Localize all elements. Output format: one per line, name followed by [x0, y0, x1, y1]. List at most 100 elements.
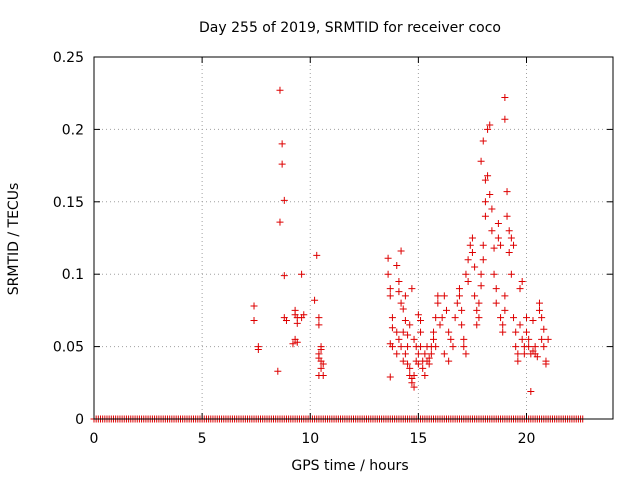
data-point	[497, 314, 505, 322]
data-point	[280, 196, 288, 204]
data-point	[473, 306, 481, 314]
data-point	[512, 328, 520, 336]
data-point	[464, 277, 472, 285]
y-tick-label: 0	[75, 412, 84, 428]
data-point	[282, 317, 290, 325]
data-point	[311, 296, 319, 304]
data-point	[527, 387, 535, 395]
data-point	[481, 212, 489, 220]
data-point	[523, 314, 530, 322]
data-point	[276, 218, 284, 226]
data-point	[421, 372, 429, 380]
data-point	[462, 350, 470, 358]
data-point	[388, 314, 396, 322]
data-point	[514, 350, 522, 358]
data-point	[298, 314, 306, 322]
data-point	[544, 335, 552, 343]
data-point	[477, 282, 485, 290]
data-point	[540, 343, 548, 351]
data-point	[458, 321, 466, 329]
data-point	[451, 314, 459, 322]
data-point	[538, 314, 546, 322]
data-point	[430, 335, 438, 343]
data-point	[473, 321, 481, 329]
data-point	[399, 305, 407, 313]
data-point	[393, 350, 401, 358]
data-point	[278, 140, 286, 148]
grid-lines	[94, 57, 613, 419]
data-point	[468, 248, 476, 256]
data-point	[490, 270, 498, 278]
data-point	[404, 360, 412, 368]
data-point	[494, 234, 502, 242]
data-point	[453, 299, 461, 307]
data-point	[520, 350, 528, 358]
data-point	[401, 317, 409, 325]
data-point	[497, 241, 505, 249]
data-point	[417, 328, 425, 336]
data-point	[399, 357, 407, 365]
x-tick-label: 10	[301, 431, 319, 447]
data-point	[475, 314, 483, 322]
data-point	[481, 176, 489, 184]
data-point	[507, 270, 515, 278]
data-point	[410, 372, 418, 380]
data-point	[501, 306, 509, 314]
data-point	[408, 285, 416, 293]
data-point	[438, 314, 446, 322]
data-point	[486, 191, 494, 199]
data-point	[315, 321, 323, 329]
data-point	[505, 227, 513, 235]
data-point	[505, 248, 513, 256]
data-point	[289, 340, 297, 348]
data-point	[462, 270, 470, 278]
data-point	[516, 321, 524, 329]
data-point	[481, 198, 489, 206]
data-point	[490, 244, 498, 252]
data-point	[395, 335, 403, 343]
data-point	[525, 343, 533, 351]
data-point	[395, 288, 403, 296]
data-point	[479, 137, 487, 145]
data-point	[514, 357, 522, 365]
data-point	[395, 277, 403, 285]
axis-ticks: 0 5 10 15 20 0 0.05 0.1 0.15 0.2 0.25	[53, 50, 613, 447]
data-point	[525, 335, 533, 343]
data-point	[486, 121, 494, 129]
data-point	[401, 350, 409, 358]
data-point	[460, 343, 468, 351]
data-point	[386, 292, 394, 300]
plot-frame	[93, 56, 614, 420]
data-point	[479, 256, 487, 264]
data-point	[414, 360, 422, 368]
data-point	[449, 343, 457, 351]
data-point	[250, 317, 258, 325]
data-point	[529, 317, 537, 325]
data-point	[538, 335, 546, 343]
data-point	[384, 270, 392, 278]
data-point	[417, 317, 425, 325]
data-point	[319, 360, 327, 368]
y-axis-title: SRMTID / TECUs	[6, 183, 22, 296]
data-point	[440, 292, 448, 300]
y-tick-label: 0.25	[53, 50, 84, 66]
data-point	[250, 302, 258, 310]
data-point	[293, 319, 301, 327]
data-point	[512, 343, 520, 351]
data-point	[494, 220, 502, 228]
y-tick-label: 0.2	[62, 122, 84, 138]
data-point	[501, 292, 509, 300]
data-point	[510, 314, 518, 322]
data-point	[464, 256, 472, 264]
data-point	[477, 157, 485, 165]
data-point	[432, 314, 440, 322]
data-point	[507, 234, 515, 242]
data-point	[542, 360, 550, 368]
data-point	[254, 345, 262, 353]
data-point	[408, 379, 416, 387]
data-point	[477, 270, 485, 278]
data-point	[510, 241, 518, 249]
data-point	[399, 328, 407, 336]
